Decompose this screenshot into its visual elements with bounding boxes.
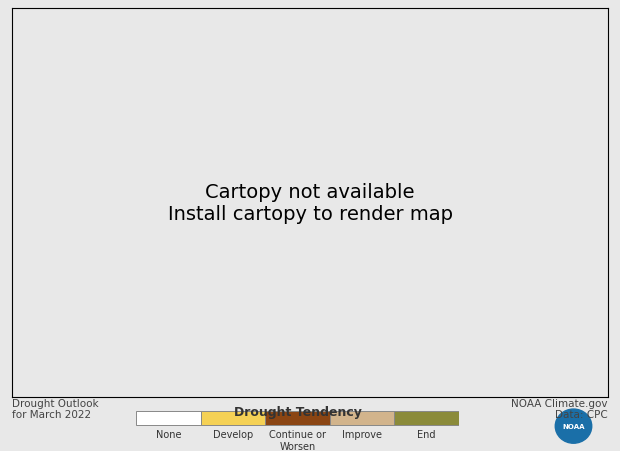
Text: Cartopy not available
Install cartopy to render map: Cartopy not available Install cartopy to… (167, 183, 453, 223)
Text: NOAA: NOAA (562, 423, 585, 429)
Bar (201, 411, 265, 425)
Text: End: End (417, 429, 436, 439)
Text: None: None (156, 429, 182, 439)
Text: Drought Outlook
for March 2022: Drought Outlook for March 2022 (12, 398, 99, 419)
Bar (394, 411, 459, 425)
Text: NOAA Climate.gov
Data: CPC: NOAA Climate.gov Data: CPC (511, 398, 608, 419)
Bar (136, 411, 201, 425)
Text: Drought Tendency: Drought Tendency (234, 405, 361, 418)
Circle shape (556, 409, 591, 443)
Text: Continue or
Worsen: Continue or Worsen (269, 429, 326, 451)
Bar (330, 411, 394, 425)
Text: Improve: Improve (342, 429, 382, 439)
Text: Develop: Develop (213, 429, 253, 439)
Bar (265, 411, 330, 425)
